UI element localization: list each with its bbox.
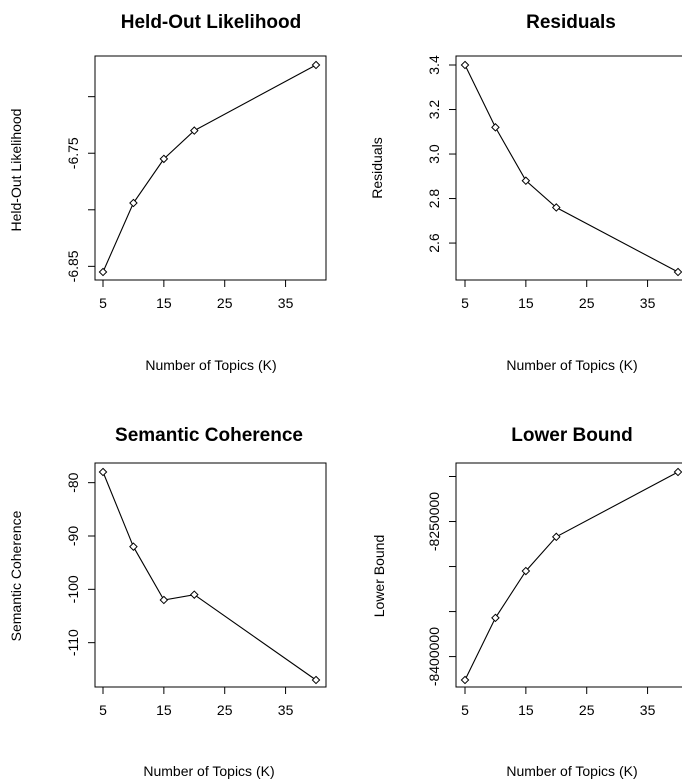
x-tick-label: 15 (518, 295, 534, 311)
panel-held-out-likelihood: Held-Out Likelihood Held-Out Likelihood … (8, 12, 327, 373)
y-tick-label: -100 (65, 575, 81, 603)
data-point (521, 566, 531, 576)
x-tick-label: 15 (156, 295, 172, 311)
series-line (102, 64, 317, 273)
axes: 5 15 25 35 -110 -100 -90 -80 (65, 472, 294, 718)
x-axis-label: Number of Topics (K) (506, 763, 637, 779)
x-tick-label: 5 (99, 702, 107, 718)
x-tick-label: 5 (99, 295, 107, 311)
data-marks (460, 467, 682, 685)
plot-frame (455, 462, 682, 688)
y-tick-label: -8400000 (426, 627, 442, 686)
x-axis-label: Number of Topics (K) (506, 357, 637, 373)
plot-frame (455, 55, 682, 281)
x-tick-label: 5 (461, 295, 469, 311)
y-tick-label: 2.8 (426, 189, 442, 209)
data-point (311, 60, 321, 70)
series-line (102, 471, 317, 681)
y-tick-label: -6.75 (65, 137, 81, 169)
y-tick-label: -110 (65, 629, 81, 656)
data-point (551, 203, 561, 212)
panel-lower-bound: Lower Bound Lower Bound Number of Topics… (371, 425, 682, 779)
data-point (129, 198, 138, 208)
y-tick-label: -6.85 (65, 250, 81, 282)
data-point (129, 542, 138, 551)
y-axis-label: Residuals (369, 137, 385, 198)
plot-frame (94, 462, 327, 688)
panel-title: Residuals (526, 12, 616, 33)
series-line (464, 471, 679, 681)
y-tick-label: 2.6 (426, 233, 442, 253)
x-tick-label: 25 (217, 295, 233, 311)
axes: 5 15 25 35 -8400000 -8250000 (426, 476, 656, 718)
data-point (491, 613, 500, 623)
x-tick-label: 5 (461, 702, 469, 718)
y-tick-label: -90 (65, 526, 81, 546)
x-tick-label: 35 (640, 702, 656, 718)
y-axis-label: Lower Bound (371, 535, 387, 618)
data-point (189, 126, 199, 135)
data-point (98, 467, 108, 477)
data-point (311, 675, 321, 685)
y-axis-label: Semantic Coherence (8, 510, 24, 641)
data-point (460, 60, 470, 70)
data-point (551, 532, 561, 542)
y-tick-label: 3.2 (426, 100, 442, 120)
x-axis-label: Number of Topics (K) (143, 763, 274, 779)
data-point (460, 675, 470, 685)
y-axis-label: Held-Out Likelihood (8, 109, 24, 232)
y-tick-label: 3.4 (426, 55, 442, 75)
x-tick-label: 25 (579, 702, 595, 718)
data-marks (98, 467, 321, 685)
data-point (159, 595, 169, 605)
data-point (98, 267, 108, 277)
x-tick-label: 25 (217, 702, 233, 718)
axes: 5 15 25 35 -6.85 -6.75 (65, 96, 294, 311)
data-point (673, 267, 682, 277)
panel-residuals: Residuals Residuals Number of Topics (K)… (369, 12, 682, 373)
x-tick-label: 15 (518, 702, 534, 718)
panel-title: Semantic Coherence (115, 425, 303, 446)
y-tick-label: -8250000 (426, 492, 442, 551)
data-point (491, 123, 500, 132)
y-tick-label: -80 (65, 472, 81, 492)
y-tick-label: 3.0 (426, 144, 442, 164)
panel-semantic-coherence: Semantic Coherence Semantic Coherence Nu… (8, 425, 327, 779)
data-point (521, 176, 531, 186)
data-marks (98, 60, 321, 277)
data-point (189, 590, 199, 599)
axes: 5 15 25 35 2.6 2.8 3.0 3.2 3.4 (426, 55, 656, 311)
data-point (673, 467, 682, 477)
x-tick-label: 25 (579, 295, 595, 311)
data-marks (460, 60, 682, 277)
panel-title: Held-Out Likelihood (121, 12, 302, 33)
x-tick-label: 35 (278, 702, 294, 718)
x-tick-label: 35 (278, 295, 294, 311)
x-tick-label: 15 (156, 702, 172, 718)
data-point (159, 154, 169, 164)
x-tick-label: 35 (640, 295, 656, 311)
x-axis-label: Number of Topics (K) (145, 357, 276, 373)
panel-title: Lower Bound (511, 425, 632, 446)
plot-frame (94, 55, 327, 281)
series-line (464, 64, 679, 273)
